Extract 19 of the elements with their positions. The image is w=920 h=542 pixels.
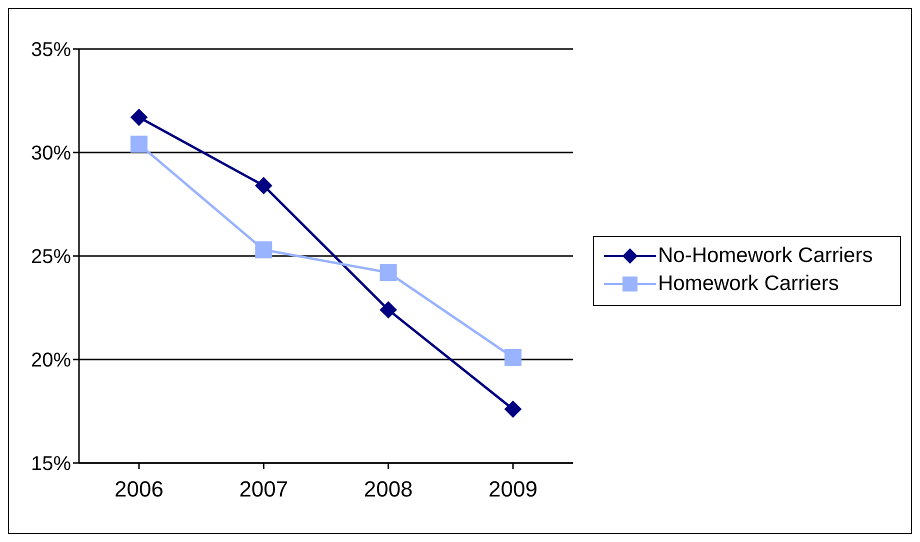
x-tick-label: 2007: [239, 476, 288, 502]
point: [255, 241, 272, 258]
x-tick-label: 2009: [488, 476, 538, 502]
legend-label: Homework Carriers: [658, 271, 839, 297]
y-tick-label: 20%: [30, 350, 72, 372]
point: [130, 108, 148, 126]
x-tick-label: 2006: [114, 476, 164, 502]
point: [380, 301, 397, 318]
legend-label: No-Homework Carriers: [658, 243, 873, 269]
point: [130, 136, 148, 153]
point: [255, 177, 272, 194]
point: [504, 400, 522, 418]
point: [380, 264, 397, 282]
y-tick-label: 35%: [30, 39, 72, 62]
y-tick-label: 30%: [30, 142, 72, 165]
y-tick-label: 25%: [30, 246, 72, 268]
y-tick-label: 15%: [30, 453, 72, 476]
point: [504, 348, 522, 366]
x-tick-label: 2008: [364, 476, 413, 502]
